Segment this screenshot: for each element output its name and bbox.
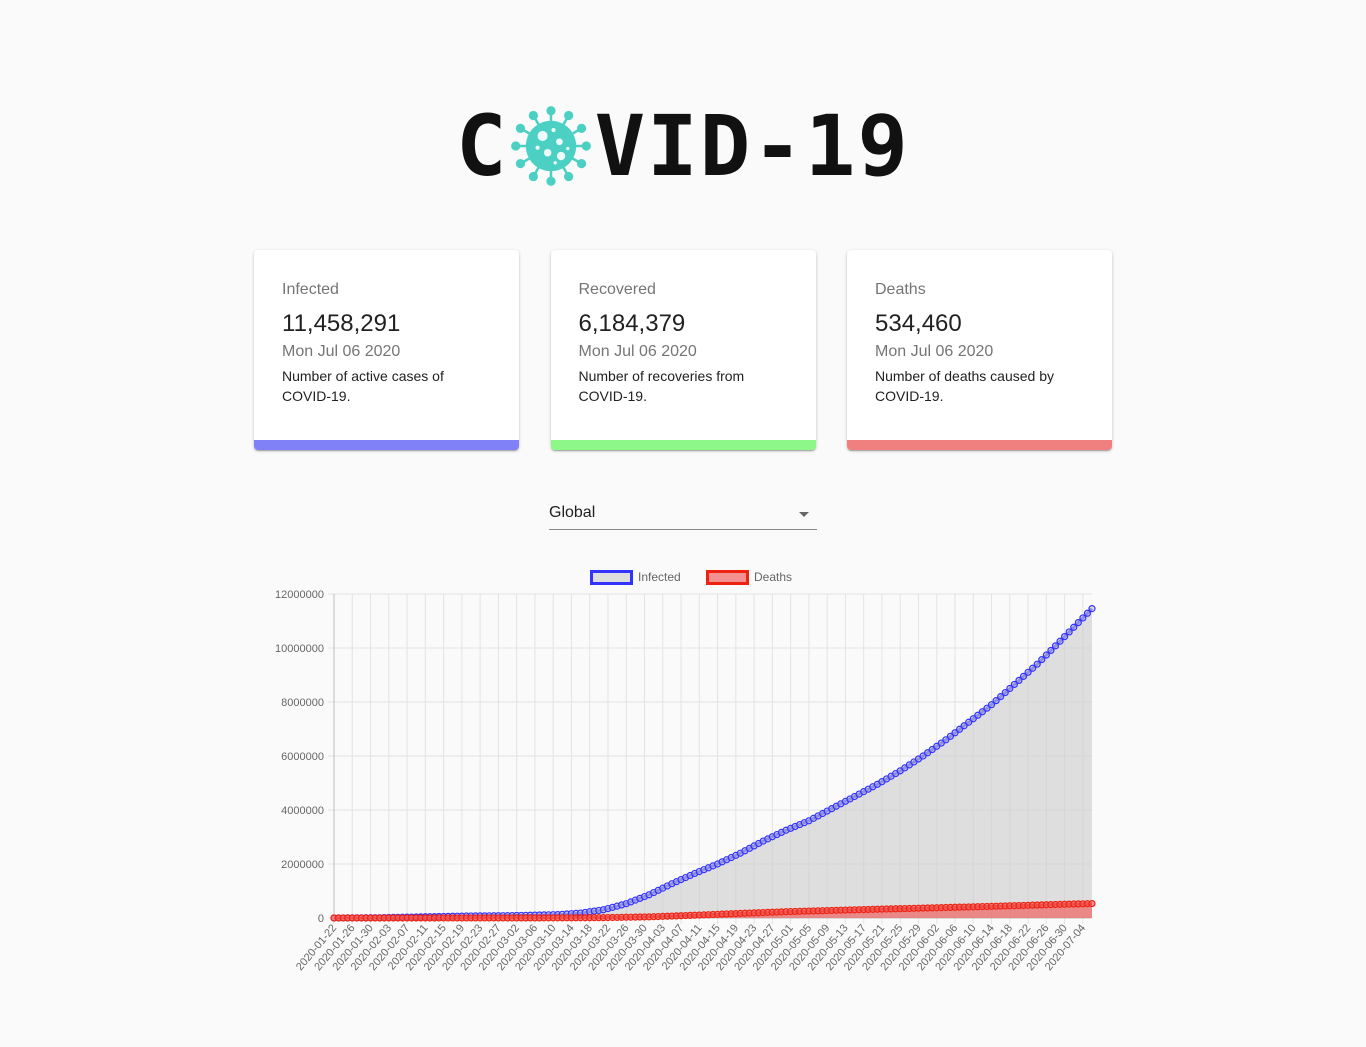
- data-point: [960, 722, 968, 730]
- card-color-bar: [254, 440, 519, 450]
- arrow-drop-down-icon[interactable]: [799, 512, 809, 517]
- legend-label-infected: Infected: [638, 570, 681, 584]
- data-point: [1065, 628, 1073, 636]
- card-title: Recovered: [578, 281, 656, 298]
- data-point: [1088, 605, 1096, 613]
- data-point: [997, 692, 1005, 701]
- data-point: [1047, 646, 1055, 655]
- legend-label-deaths: Deaths: [754, 570, 792, 584]
- data-point: [1070, 623, 1078, 631]
- data-point: [1074, 619, 1082, 627]
- recovered-card: Recovered 6,184,379 Mon Jul 06 2020 Numb…: [550, 250, 816, 450]
- data-point: [1061, 632, 1069, 641]
- y-tick-label: 8000000: [281, 697, 324, 709]
- y-tick-label: 6000000: [281, 751, 324, 763]
- data-point: [1083, 609, 1092, 617]
- data-point: [955, 725, 964, 733]
- data-point: [1010, 680, 1018, 689]
- data-point: [987, 701, 996, 709]
- card-color-bar: [847, 440, 1112, 450]
- card-date: Mon Jul 06 2020: [875, 343, 994, 360]
- country-select[interactable]: Global: [549, 500, 817, 530]
- card-date: Mon Jul 06 2020: [282, 343, 401, 360]
- data-point: [1038, 656, 1046, 664]
- data-point: [1042, 651, 1050, 659]
- series-area-infected: [334, 608, 1092, 918]
- card-value: 534,460: [875, 310, 962, 337]
- legend-swatch-infected: [590, 570, 633, 585]
- data-point: [1024, 668, 1032, 676]
- summary-cards: Infected 11,458,291 Mon Jul 06 2020 Numb…: [254, 250, 1112, 450]
- country-select-value: Global: [549, 504, 596, 521]
- y-tick-label: 12000000: [275, 589, 324, 601]
- card-title: Deaths: [875, 281, 926, 298]
- y-tick-label: 4000000: [281, 805, 324, 817]
- data-point: [1015, 676, 1023, 685]
- infected-card: Infected 11,458,291 Mon Jul 06 2020 Numb…: [254, 250, 519, 450]
- data-point: [1001, 688, 1009, 697]
- data-point: [1033, 660, 1041, 668]
- card-description: Number of recoveries from COVID-19.: [578, 368, 745, 404]
- y-tick-label: 2000000: [281, 859, 324, 871]
- data-point: [1019, 672, 1028, 680]
- data-point: [969, 715, 977, 723]
- virus-icon: [510, 106, 591, 186]
- card-value: 11,458,291: [282, 310, 401, 337]
- data-point: [978, 708, 987, 716]
- data-point: [1029, 664, 1037, 672]
- card-description: Number of active cases of COVID-19.: [282, 368, 444, 404]
- card-value: 6,184,379: [578, 310, 686, 337]
- app-logo: C VID-19: [0, 100, 1366, 192]
- logo-text-left: C: [455, 97, 509, 195]
- card-description: Number of deaths caused by COVID-19.: [875, 368, 1054, 404]
- data-point: [1056, 637, 1064, 645]
- series-area-deaths: [334, 903, 1092, 918]
- data-point: [1088, 899, 1096, 908]
- data-point: [951, 729, 959, 737]
- data-point: [1051, 642, 1060, 650]
- card-title: Infected: [282, 281, 339, 298]
- data-point: [1006, 684, 1014, 693]
- logo-wordmark: C VID-19: [456, 100, 910, 192]
- y-tick-label: 10000000: [275, 643, 324, 655]
- card-date: Mon Jul 06 2020: [578, 343, 697, 360]
- card-color-bar: [550, 440, 816, 450]
- logo-text-right: VID-19: [594, 97, 910, 195]
- data-point: [1079, 614, 1087, 622]
- data-point: [946, 732, 955, 740]
- y-tick-label: 0: [318, 913, 324, 925]
- deaths-card: Deaths 534,460 Mon Jul 06 2020 Number of…: [847, 250, 1112, 450]
- data-point: [983, 704, 991, 712]
- legend-swatch-deaths: [706, 570, 749, 585]
- data-point: [942, 736, 950, 744]
- data-point: [992, 697, 1000, 705]
- data-point: [974, 711, 982, 719]
- data-point: [965, 718, 973, 726]
